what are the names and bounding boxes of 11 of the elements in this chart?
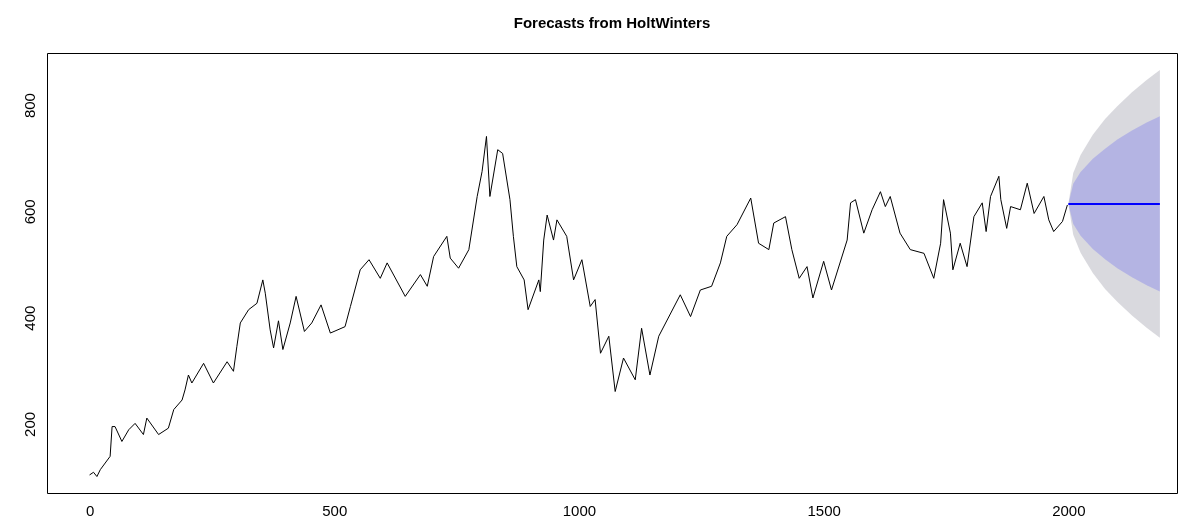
x-tick-label: 2000 (1052, 501, 1086, 519)
chart-title: Forecasts from HoltWinters (513, 14, 711, 31)
y-tick-label: 600 (20, 199, 38, 225)
y-tick-label: 200 (20, 411, 38, 437)
x-tick-label: 500 (322, 501, 348, 519)
x-tick-label: 0 (85, 501, 95, 519)
y-tick-label: 400 (20, 305, 38, 331)
x-tick-label: 1500 (807, 501, 841, 519)
x-tick-label: 1000 (562, 501, 597, 519)
y-tick-label: 800 (20, 93, 38, 119)
line-series (89, 135, 1068, 478)
